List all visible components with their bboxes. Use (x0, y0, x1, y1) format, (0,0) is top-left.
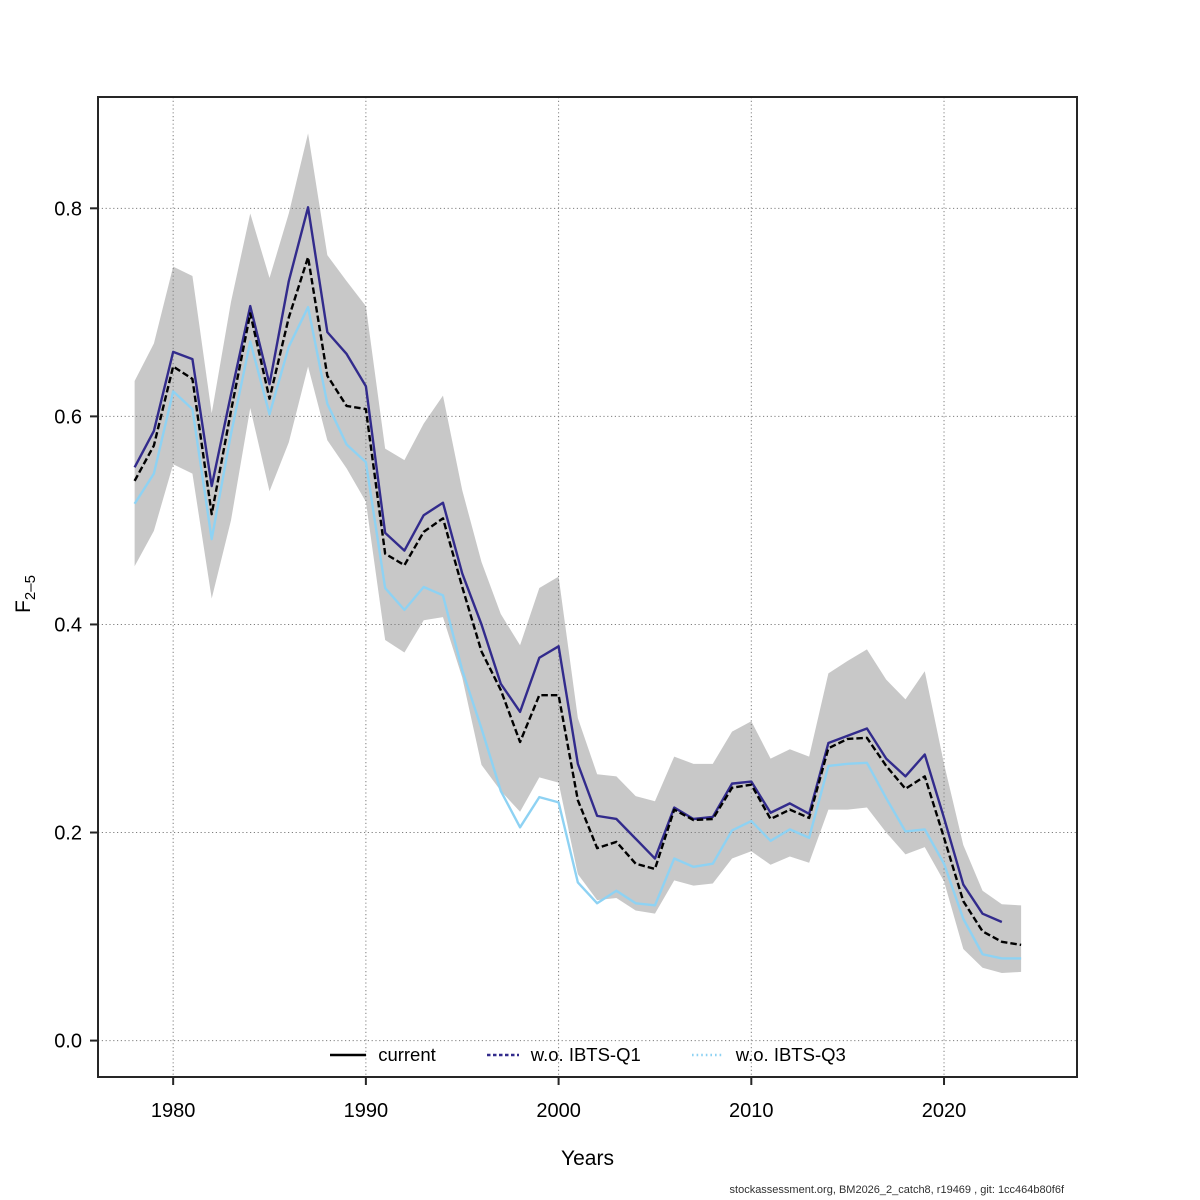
legend-label-wo-ibts-q1: w.o. IBTS-Q1 (530, 1043, 641, 1065)
x-tick-label-2020: 2020 (922, 1100, 967, 1122)
series-line-current (133, 256, 1022, 947)
legend: current w.o. IBTS-Q1 w.o. IBTS-Q3 (98, 1041, 1077, 1069)
legend-label-current: current (378, 1043, 436, 1065)
legend-item-current: current (329, 1043, 436, 1065)
legend-line-current (330, 1053, 367, 1057)
series-line-wo-ibts-q1 (133, 206, 1003, 924)
y-tick-label-0.8: 0.8 (54, 198, 82, 220)
y-tick-label-0.2: 0.2 (54, 823, 82, 845)
x-tick-label-2010: 2010 (729, 1100, 774, 1122)
series-line-wo-ibts-q3 (133, 305, 1022, 960)
legend-label-wo-ibts-q3: w.o. IBTS-Q3 (735, 1043, 846, 1065)
y-tick-label-0.0: 0.0 (54, 1031, 82, 1053)
x-axis-label: Years (561, 1147, 614, 1170)
plot-frame (97, 96, 1078, 1078)
legend-line-wo-ibts-q3 (691, 1053, 724, 1057)
legend-item-wo-ibts-q1: w.o. IBTS-Q1 (486, 1043, 641, 1065)
legend-item-wo-ibts-q3: w.o. IBTS-Q3 (691, 1043, 846, 1065)
confidence-band (134, 133, 1022, 973)
x-tick-label-2000: 2000 (536, 1100, 581, 1122)
plot-attribution: stockassessment.org, BM2026_2_catch8, r1… (729, 1184, 1064, 1196)
y-tick-label-0.4: 0.4 (54, 614, 82, 636)
y-tick-label-0.6: 0.6 (54, 406, 82, 428)
x-tick-label-1990: 1990 (344, 1100, 389, 1122)
x-tick-label-1980: 1980 (151, 1100, 196, 1122)
y-axis-label: F2–5 (12, 575, 39, 613)
legend-line-wo-ibts-q1 (486, 1053, 519, 1057)
